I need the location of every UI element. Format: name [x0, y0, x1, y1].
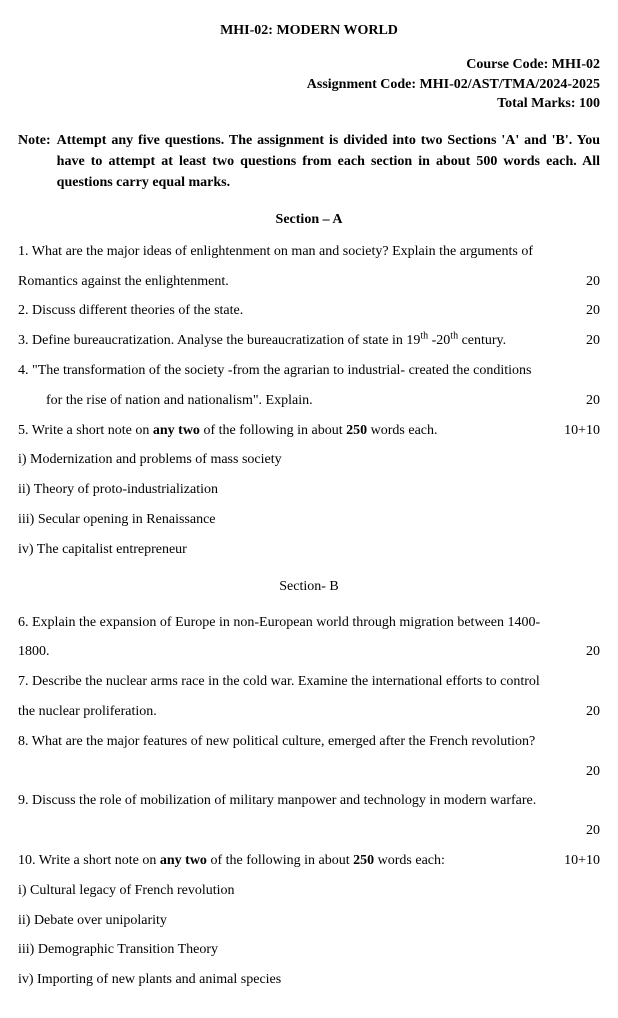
question-9-line1: 9. Discuss the role of mobilization of m…: [18, 789, 600, 813]
note-label: Note:: [18, 130, 57, 193]
q6-marks: 20: [586, 640, 600, 664]
question-3: 3. Define bureaucratization. Analyse the…: [18, 329, 600, 353]
q3-text-a: 3. Define bureaucratization. Analyse the…: [18, 333, 420, 348]
q8-marks: 20: [586, 760, 600, 784]
q10-sub-i: i) Cultural legacy of French revolution: [18, 879, 600, 903]
q5-text-c: words each.: [367, 423, 517, 438]
q7-text-b: the nuclear proliferation.: [18, 704, 217, 719]
question-6-line2: 1800. 20: [18, 640, 600, 664]
section-a-heading: Section – A: [18, 209, 600, 230]
q10-bold1: any two: [160, 853, 207, 868]
q10-text-b: of the following in about: [207, 853, 353, 868]
question-2: 2. Discuss different theories of the sta…: [18, 299, 600, 323]
note-block: Note: Attempt any five questions. The as…: [18, 130, 600, 193]
q4-text-b: for the rise of nation and nationalism".…: [46, 393, 373, 408]
q10-text-a: 10. Write a short note on: [18, 853, 160, 868]
q6-text-b: 1800.: [18, 644, 110, 659]
question-8-line1: 8. What are the major features of new po…: [18, 730, 600, 754]
total-marks: Total Marks: 100: [18, 94, 600, 114]
header-info: Course Code: MHI-02 Assignment Code: MHI…: [18, 55, 600, 114]
q5-sub-i: i) Modernization and problems of mass so…: [18, 448, 600, 472]
q5-sub-ii: ii) Theory of proto-industrialization: [18, 478, 600, 502]
q5-marks: 10+10: [564, 419, 600, 443]
question-8-marks-line: 20: [18, 760, 600, 784]
q8-text: 8. What are the major features of new po…: [18, 734, 535, 749]
q5-text-a: 5. Write a short note on: [18, 423, 153, 438]
q7-text-a: 7. Describe the nuclear arms race in the…: [18, 674, 540, 689]
question-9-marks-line: 20: [18, 819, 600, 843]
q5-sub-iii: iii) Secular opening in Renaissance: [18, 508, 600, 532]
q9-text: 9. Discuss the role of mobilization of m…: [18, 793, 536, 808]
q1-marks: 20: [586, 270, 600, 294]
assignment-code: Assignment Code: MHI-02/AST/TMA/2024-202…: [18, 75, 600, 95]
q10-sub-iv: iv) Importing of new plants and animal s…: [18, 968, 600, 992]
question-5: 5. Write a short note on any two of the …: [18, 419, 600, 443]
question-4-line1: 4. "The transformation of the society -f…: [18, 359, 600, 383]
question-7-line1: 7. Describe the nuclear arms race in the…: [18, 670, 600, 694]
q10-text-c: words each:: [374, 853, 525, 868]
q1-text-b: Romantics against the enlightenment.: [18, 274, 289, 289]
q10-sub-ii: ii) Debate over unipolarity: [18, 909, 600, 933]
q3-mid: -20: [428, 333, 450, 348]
q4-text-a: 4. "The transformation of the society -f…: [18, 363, 531, 378]
q10-marks: 10+10: [564, 849, 600, 873]
q7-marks: 20: [586, 700, 600, 724]
q2-marks: 20: [586, 299, 600, 323]
note-body: Attempt any five questions. The assignme…: [57, 130, 600, 193]
q5-bold2: 250: [346, 423, 367, 438]
q10-sub-iii: iii) Demographic Transition Theory: [18, 938, 600, 962]
q5-sub-iv: iv) The capitalist entrepreneur: [18, 538, 600, 562]
q2-text: 2. Discuss different theories of the sta…: [18, 303, 303, 318]
q10-bold2: 250: [353, 853, 374, 868]
question-6-line1: 6. Explain the expansion of Europe in no…: [18, 611, 600, 635]
q3-marks: 20: [586, 329, 600, 353]
question-1-line2: Romantics against the enlightenment. 20: [18, 270, 600, 294]
q1-text-a: 1. What are the major ideas of enlighten…: [18, 244, 533, 259]
question-1-line1: 1. What are the major ideas of enlighten…: [18, 240, 600, 264]
q5-bold1: any two: [153, 423, 200, 438]
q3-sup1: th: [420, 331, 428, 342]
q4-marks: 20: [586, 389, 600, 413]
question-10: 10. Write a short note on any two of the…: [18, 849, 600, 873]
course-code: Course Code: MHI-02: [18, 55, 600, 75]
question-7-line2: the nuclear proliferation. 20: [18, 700, 600, 724]
q5-text-b: of the following in about: [200, 423, 346, 438]
q6-text-a: 6. Explain the expansion of Europe in no…: [18, 615, 540, 630]
q3-text-b: century.: [458, 333, 566, 348]
doc-title: MHI-02: MODERN WORLD: [18, 20, 600, 41]
section-b-heading: Section- B: [18, 576, 600, 597]
question-4-line2: for the rise of nation and nationalism".…: [46, 389, 600, 413]
q3-sup2: th: [450, 331, 458, 342]
q9-marks: 20: [586, 819, 600, 843]
